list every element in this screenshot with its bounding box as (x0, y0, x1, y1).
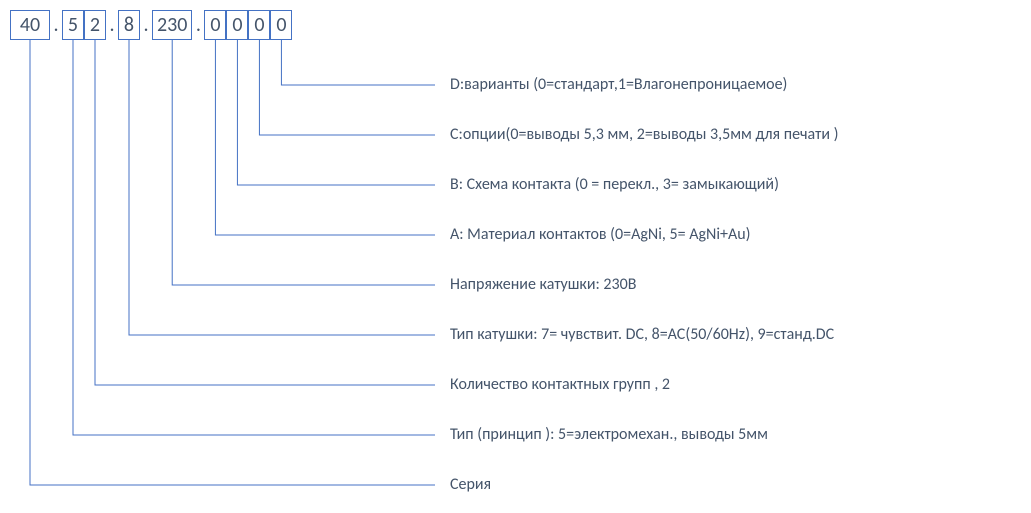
part-number-row: 40.52.8.230.0000 (10, 10, 292, 40)
separator-dot: . (140, 13, 152, 37)
description-line-8: Серия (450, 475, 491, 494)
code-segment-12: 0 (270, 10, 292, 40)
code-segment-5: 8 (118, 10, 140, 40)
code-segment-3: 2 (84, 10, 106, 40)
separator-dot: . (50, 13, 62, 37)
description-line-4: Напряжение катушки: 230В (450, 275, 636, 294)
description-line-2: B: Схема контакта (0 = перекл., 3= замык… (450, 175, 779, 194)
code-segment-11: 0 (248, 10, 270, 40)
description-line-6: Количество контактных групп , 2 (450, 375, 670, 394)
description-line-0: D:варианты (0=стандарт,1=Влагонепроницае… (450, 75, 787, 94)
description-line-5: Тип катушки: 7= чувствит. DC, 8=AC(50/60… (450, 325, 834, 344)
description-line-7: Тип (принцип ): 5=электромехан., выводы … (450, 425, 768, 444)
description-line-1: C:опции(0=выводы 5,3 мм, 2=выводы 3,5мм … (450, 125, 838, 144)
code-segment-2: 5 (62, 10, 84, 40)
separator-dot: . (106, 13, 118, 37)
code-segment-7: 230 (152, 10, 192, 40)
code-segment-10: 0 (226, 10, 248, 40)
code-segment-0: 40 (10, 10, 50, 40)
description-line-3: A: Материал контактов (0=AgNi, 5= AgNi+A… (450, 225, 750, 244)
code-segment-9: 0 (204, 10, 226, 40)
separator-dot: . (192, 13, 204, 37)
